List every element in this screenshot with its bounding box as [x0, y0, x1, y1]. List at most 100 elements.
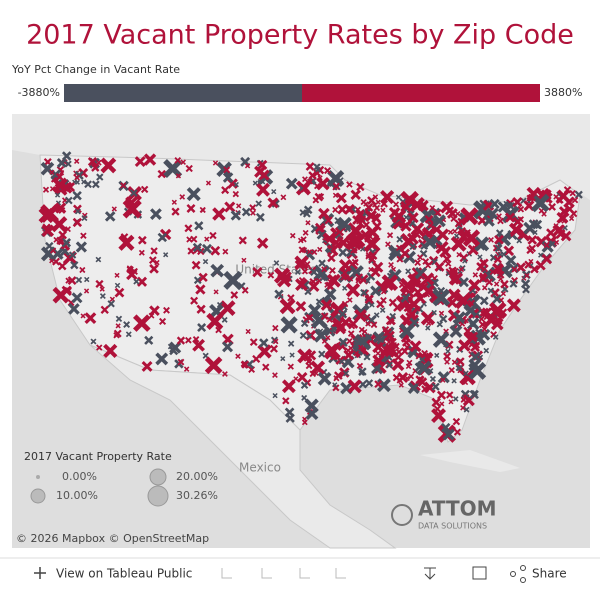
marker — [42, 209, 48, 215]
marker — [299, 331, 307, 339]
marker — [375, 350, 381, 356]
marker — [432, 288, 451, 307]
marker — [72, 204, 82, 214]
marker — [159, 317, 167, 325]
marker — [143, 153, 157, 166]
marker — [353, 350, 360, 357]
marker — [197, 323, 207, 333]
marker — [52, 286, 70, 304]
marker — [273, 260, 280, 266]
color-ramp-low — [64, 84, 302, 102]
marker — [285, 413, 295, 423]
map[interactable]: United States Mexico — [12, 114, 590, 549]
marker — [442, 254, 452, 264]
marker — [67, 276, 77, 285]
marker — [241, 286, 249, 294]
marker — [252, 267, 263, 278]
marker — [95, 256, 102, 263]
fullscreen-icon[interactable] — [472, 566, 487, 580]
marker — [391, 209, 407, 224]
marker — [313, 328, 329, 343]
share-link[interactable]: Share — [532, 567, 567, 581]
marker — [431, 382, 440, 391]
marker — [302, 229, 309, 236]
marker — [271, 188, 277, 195]
marker — [408, 373, 415, 380]
marker — [249, 338, 258, 347]
marker — [500, 290, 507, 297]
marker — [318, 259, 326, 268]
marker — [306, 333, 312, 340]
marker — [478, 273, 488, 284]
marker — [111, 206, 117, 212]
view-button[interactable]: View on Tableau Public — [34, 567, 192, 581]
marker — [313, 264, 331, 282]
marker — [230, 210, 242, 221]
marker — [476, 261, 486, 272]
marker — [409, 242, 417, 251]
marker — [454, 233, 460, 239]
marker — [327, 278, 333, 285]
marker — [546, 228, 556, 238]
marker — [49, 258, 55, 264]
marker — [305, 162, 315, 171]
marker — [176, 336, 186, 345]
marker — [331, 319, 340, 328]
marker — [340, 269, 349, 277]
marker — [511, 266, 518, 273]
marker — [412, 282, 419, 288]
download-icon[interactable] — [424, 567, 436, 580]
marker — [95, 279, 104, 289]
share-button[interactable]: Share — [510, 565, 567, 583]
marker — [397, 372, 409, 383]
marker — [409, 340, 422, 353]
marker — [255, 212, 265, 222]
marker — [392, 342, 400, 350]
marker — [452, 417, 461, 426]
marker — [478, 328, 491, 341]
color-ramp-high — [302, 84, 540, 102]
marker — [460, 404, 466, 411]
marker — [348, 345, 354, 352]
marker — [326, 247, 333, 254]
marker — [236, 203, 242, 209]
marker — [171, 207, 180, 216]
marker — [300, 183, 310, 193]
marker — [84, 276, 90, 283]
marker — [107, 300, 115, 308]
size-label: 0.00% — [62, 470, 97, 483]
marker — [241, 257, 247, 263]
marker — [169, 346, 179, 356]
marker — [212, 160, 219, 166]
marker — [301, 394, 308, 401]
marker — [163, 252, 169, 258]
marker — [318, 350, 326, 358]
marker — [332, 182, 340, 190]
marker — [192, 242, 203, 253]
undo-redo-icons[interactable] — [221, 568, 346, 579]
marker — [512, 196, 523, 208]
marker — [58, 230, 67, 240]
marker — [367, 196, 376, 206]
marker — [500, 279, 509, 289]
marker — [140, 185, 149, 194]
marker — [460, 207, 479, 226]
logo: ATTOM DATA SOLUTIONS — [391, 497, 497, 531]
marker — [55, 202, 67, 214]
marker — [118, 234, 135, 251]
marker — [395, 194, 402, 200]
marker — [368, 255, 377, 264]
marker — [324, 167, 332, 175]
logo-icon — [391, 504, 413, 526]
marker — [483, 214, 495, 227]
marker — [548, 203, 556, 211]
marker — [456, 365, 463, 372]
view-link[interactable]: View on Tableau Public — [56, 567, 192, 581]
marker — [196, 304, 206, 314]
marker — [405, 363, 412, 370]
size-swatch — [36, 475, 40, 479]
marker — [174, 157, 182, 164]
marker — [75, 276, 83, 284]
marker — [386, 232, 394, 239]
marker — [468, 278, 481, 292]
